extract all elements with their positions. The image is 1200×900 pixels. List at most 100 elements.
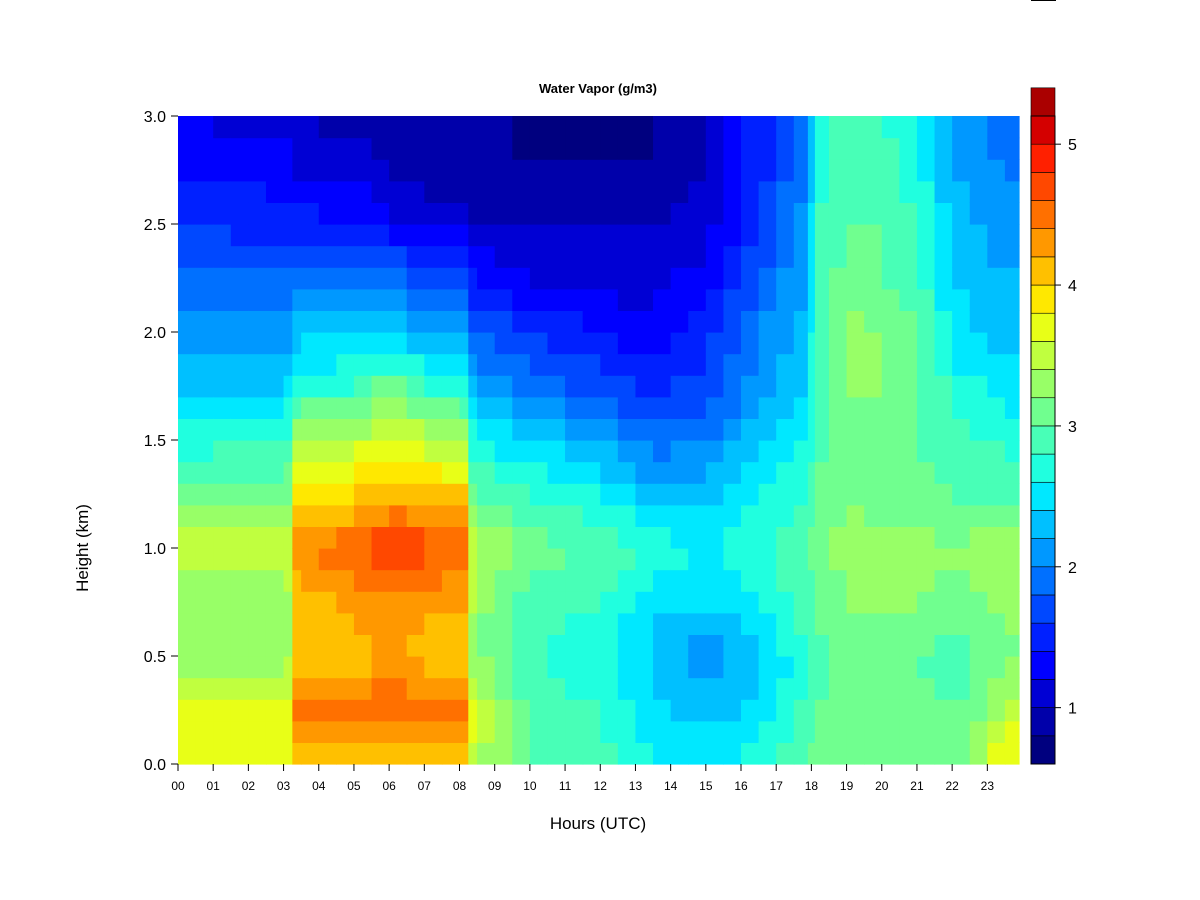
heatmap-cell	[864, 742, 883, 765]
heatmap-cell	[353, 116, 373, 139]
heatmap-cell	[318, 116, 337, 139]
heatmap-cell	[547, 137, 566, 160]
heatmap-cell	[459, 418, 469, 441]
heatmap-cell	[758, 720, 777, 743]
heatmap-cell	[468, 396, 478, 419]
heatmap-cell	[283, 677, 293, 700]
heatmap-cell	[793, 288, 809, 311]
heatmap-cell	[389, 483, 408, 506]
heatmap-cell	[723, 353, 742, 376]
heatmap-cell	[195, 504, 214, 527]
heatmap-cell	[846, 548, 865, 571]
heatmap-cell	[723, 440, 742, 463]
heatmap-cell	[846, 245, 865, 268]
heatmap-cell	[670, 137, 689, 160]
heatmap-cell	[213, 591, 232, 614]
heatmap-cell	[336, 245, 355, 268]
heatmap-cell	[617, 116, 637, 139]
heatmap-cell	[301, 504, 320, 527]
heatmap-cell	[1004, 526, 1020, 549]
heatmap-cell	[529, 310, 549, 333]
heatmap-cell	[248, 375, 267, 398]
heatmap-cell	[292, 699, 302, 722]
heatmap-cell	[705, 267, 725, 290]
heatmap-cell	[336, 202, 355, 225]
heatmap-cell	[318, 180, 337, 203]
heatmap-cell	[371, 591, 390, 614]
heatmap-cell	[807, 504, 816, 527]
heatmap-cell	[565, 461, 584, 484]
heatmap-cell	[547, 332, 566, 355]
heatmap-cell	[807, 418, 816, 441]
heatmap-cell	[389, 180, 408, 203]
colorbar-swatch	[1030, 453, 1056, 483]
heatmap-cell	[934, 245, 953, 268]
heatmap-cell	[371, 137, 390, 160]
heatmap-cell	[600, 569, 619, 592]
heatmap-cell	[828, 418, 848, 441]
heatmap-cell	[441, 332, 461, 355]
heatmap-cell	[494, 159, 513, 182]
heatmap-cell	[178, 634, 197, 657]
heatmap-cell	[178, 720, 197, 743]
heatmap-cell	[776, 159, 795, 182]
heatmap-cell	[582, 440, 601, 463]
heatmap-cell	[705, 699, 725, 722]
colorbar-tick-label: 1	[1068, 701, 1077, 718]
heatmap-cell	[688, 375, 707, 398]
heatmap-cell	[705, 483, 725, 506]
heatmap-cell	[670, 353, 689, 376]
heatmap-cell	[318, 267, 337, 290]
heatmap-cell	[807, 310, 816, 333]
heatmap-cell	[952, 353, 971, 376]
heatmap-cell	[881, 720, 900, 743]
heatmap-cell	[230, 699, 249, 722]
heatmap-cell	[318, 720, 337, 743]
heatmap-cell	[441, 634, 461, 657]
heatmap-cell	[670, 224, 689, 247]
heatmap-cell	[283, 612, 293, 635]
heatmap-cell	[283, 699, 293, 722]
heatmap-cell	[653, 267, 672, 290]
heatmap-cell	[635, 634, 654, 657]
heatmap-cell	[248, 353, 267, 376]
heatmap-cell	[318, 332, 337, 355]
heatmap-cell	[670, 699, 689, 722]
heatmap-cell	[705, 634, 725, 657]
heatmap-cell	[406, 634, 425, 657]
heatmap-cell	[846, 353, 865, 376]
heatmap-cell	[688, 569, 707, 592]
heatmap-cell	[389, 267, 408, 290]
heatmap-cell	[389, 440, 408, 463]
heatmap-cell	[600, 159, 619, 182]
heatmap-cell	[758, 742, 777, 765]
heatmap-cell	[565, 116, 584, 139]
heatmap-cell	[807, 159, 816, 182]
heatmap-cell	[758, 288, 777, 311]
heatmap-cell	[723, 720, 742, 743]
heatmap-cell	[807, 526, 816, 549]
heatmap-cell	[776, 634, 795, 657]
heatmap-cell	[881, 418, 900, 441]
heatmap-cell	[424, 267, 443, 290]
heatmap-cell	[565, 267, 584, 290]
heatmap-cell	[846, 159, 865, 182]
heatmap-cell	[301, 548, 320, 571]
heatmap-cell	[468, 353, 478, 376]
heatmap-cell	[741, 440, 760, 463]
heatmap-cell	[741, 656, 760, 679]
heatmap-cell	[494, 504, 513, 527]
heatmap-cell	[688, 720, 707, 743]
heatmap-cell	[248, 137, 267, 160]
heatmap-cell	[617, 353, 637, 376]
x-tick-label: 00	[171, 779, 185, 793]
heatmap-cell	[265, 699, 285, 722]
heatmap-cell	[864, 548, 883, 571]
heatmap-cell	[1004, 461, 1020, 484]
heatmap-cell	[248, 720, 267, 743]
heatmap-cell	[670, 504, 689, 527]
heatmap-cell	[617, 656, 637, 679]
heatmap-cell	[758, 634, 777, 657]
heatmap-cell	[406, 375, 425, 398]
